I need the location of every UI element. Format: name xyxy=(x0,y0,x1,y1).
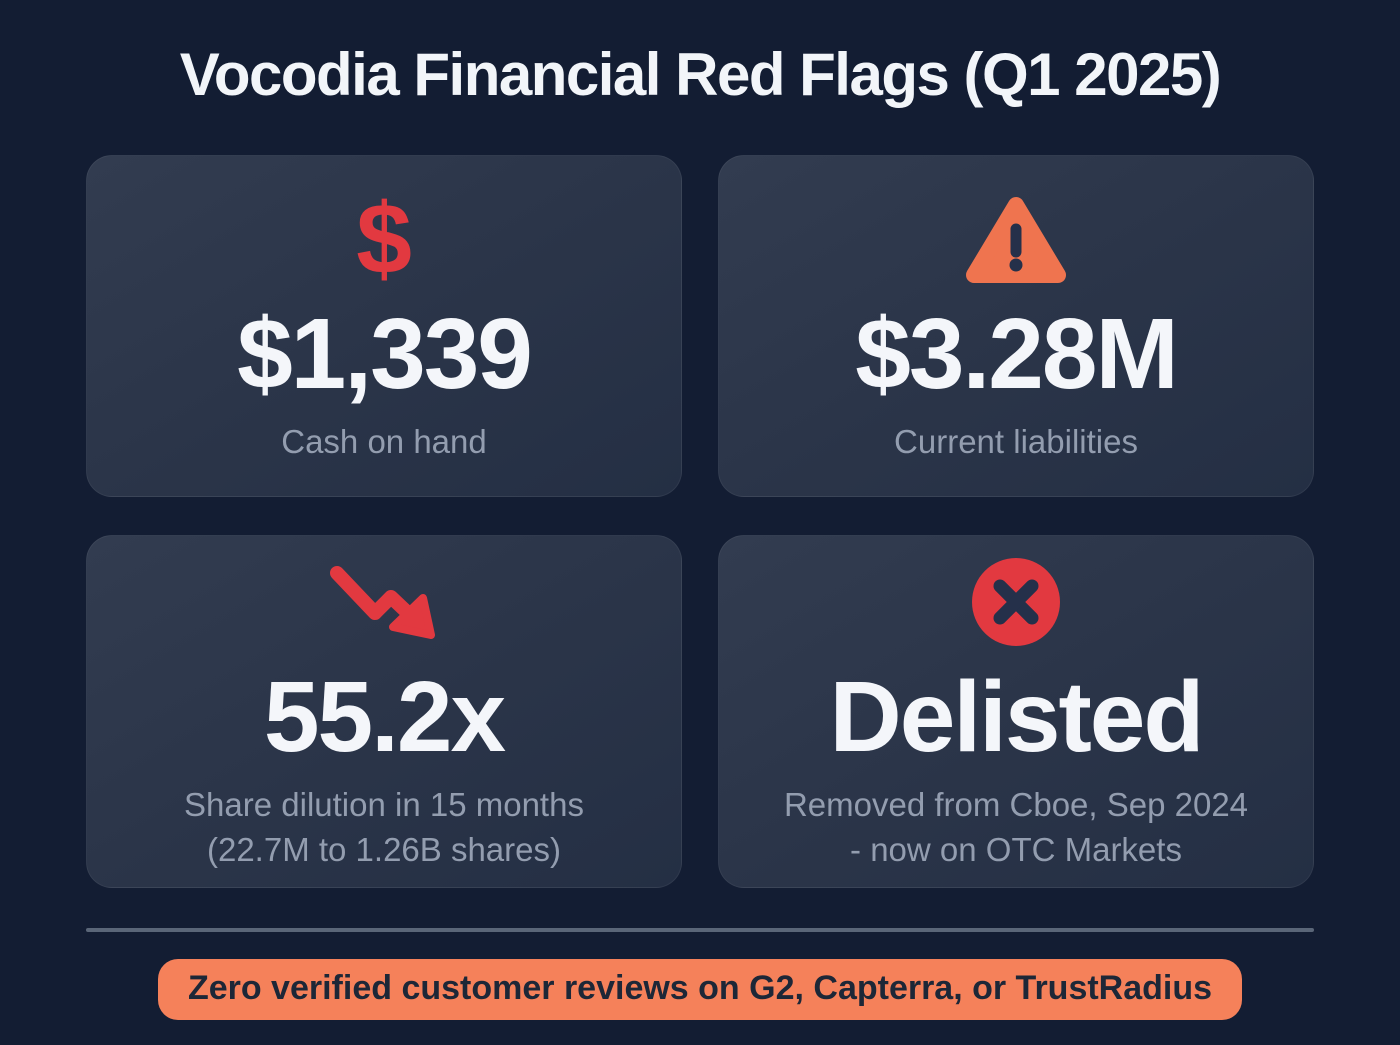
stat-card-grid: $ $1,339 Cash on hand $3.28M Current lia… xyxy=(86,155,1314,888)
x-circle-svg xyxy=(972,557,1060,646)
page-title: Vocodia Financial Red Flags (Q1 2025) xyxy=(179,41,1222,108)
dollar-icon: $ xyxy=(356,188,412,290)
stat-card-cash-on-hand: $ $1,339 Cash on hand xyxy=(86,155,682,497)
warning-triangle-svg xyxy=(966,196,1066,283)
stat-card-current-liabilities: $3.28M Current liabilities xyxy=(718,155,1314,497)
stat-label: Removed from Cboe, Sep 2024 - now on OTC… xyxy=(783,785,1249,868)
stat-label: Cash on hand xyxy=(281,422,487,460)
trend-down-arrow-svg xyxy=(330,565,435,639)
warning-triangle-icon xyxy=(962,188,1070,290)
stat-value: 55.2x xyxy=(263,660,506,773)
x-circle-icon xyxy=(970,551,1062,653)
stat-value: $1,339 xyxy=(237,297,533,410)
divider-line xyxy=(86,928,1314,932)
dollar-glyph: $ xyxy=(356,182,412,295)
stat-value: Delisted xyxy=(829,660,1204,773)
stat-card-share-dilution: 55.2x Share dilution in 15 months (22.7M… xyxy=(86,535,682,888)
footer-banner: Zero verified customer reviews on G2, Ca… xyxy=(157,959,1243,1021)
footer-banner-row: Zero verified customer reviews on G2, Ca… xyxy=(0,959,1400,1021)
stat-card-delisted: Delisted Removed from Cboe, Sep 2024 - n… xyxy=(718,535,1314,888)
trend-down-arrow-icon xyxy=(328,551,440,653)
stat-label: Share dilution in 15 months (22.7M to 1.… xyxy=(184,785,584,868)
stat-label: Current liabilities xyxy=(894,422,1138,460)
stat-value: $3.28M xyxy=(855,297,1179,410)
